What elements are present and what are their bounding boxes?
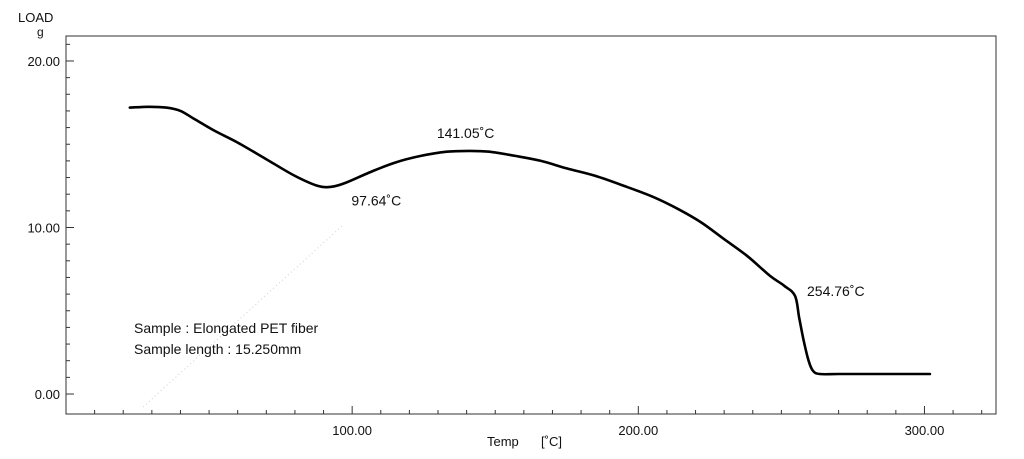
sample-length-note: Sample length : 15.250mm: [134, 341, 301, 357]
y-axis-label: LOAD: [18, 10, 53, 25]
plot-frame: [65, 35, 997, 415]
x-tick-label: 100.00: [332, 423, 372, 438]
sample-note: Sample : Elongated PET fiber: [134, 320, 319, 336]
temperature-annotation: 97.64˚C: [351, 193, 401, 209]
axis-ticks: 100.00 200.00 300.00 0.00 10.00 20.00: [27, 43, 983, 438]
y-tick-label: 10.00: [27, 220, 60, 235]
baseline-trace: [142, 225, 343, 408]
temperature-annotation: 254.76˚C: [807, 283, 865, 299]
y-tick-label: 20.00: [27, 54, 60, 69]
x-tick-label: 300.00: [905, 423, 945, 438]
annotation-group: 141.05˚C 97.64˚C 254.76˚C: [351, 125, 864, 299]
x-tick-label: 200.00: [618, 423, 658, 438]
x-axis-label: Temp: [487, 434, 519, 449]
series-group: [128, 105, 932, 376]
load-curve: [128, 105, 932, 376]
y-tick-label: 0.00: [35, 387, 60, 402]
temperature-annotation: 141.05˚C: [437, 125, 495, 141]
x-axis-unit: [˚C]: [541, 434, 562, 449]
y-axis-unit: g: [37, 25, 44, 39]
